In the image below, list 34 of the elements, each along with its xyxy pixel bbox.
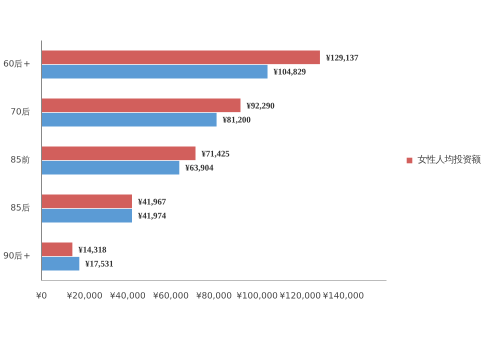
data-label: ¥92,290 bbox=[246, 100, 275, 110]
bar bbox=[42, 242, 72, 256]
x-tick-label: ¥100,000 bbox=[236, 292, 278, 302]
y-tick-label: 85后 bbox=[10, 202, 30, 214]
y-tick-label: 90后+ bbox=[3, 250, 31, 262]
data-label: ¥81,200 bbox=[222, 114, 251, 125]
data-label: ¥41,974 bbox=[138, 210, 167, 221]
y-tick-label: 70后 bbox=[10, 106, 30, 118]
data-label: ¥63,904 bbox=[185, 162, 214, 173]
data-label: ¥71,425 bbox=[202, 148, 230, 158]
bar bbox=[42, 208, 132, 223]
x-tick-label: ¥60,000 bbox=[152, 292, 189, 302]
data-label: ¥104,829 bbox=[274, 66, 307, 77]
bar bbox=[42, 146, 196, 160]
bar bbox=[42, 98, 240, 112]
bar bbox=[42, 256, 80, 271]
bar bbox=[42, 112, 217, 127]
bar bbox=[42, 160, 180, 175]
x-tick-label: ¥40,000 bbox=[110, 292, 146, 302]
data-label: ¥17,531 bbox=[85, 258, 114, 269]
y-tick-label: 85前 bbox=[10, 154, 30, 166]
data-label: ¥41,967 bbox=[138, 196, 167, 206]
x-tick-label: ¥120,000 bbox=[280, 292, 321, 302]
y-tick-label: 60后+ bbox=[3, 58, 31, 70]
bar bbox=[42, 64, 268, 79]
bar bbox=[42, 50, 320, 64]
data-label: ¥14,318 bbox=[78, 244, 108, 254]
bar bbox=[42, 194, 132, 208]
x-tick-label: ¥20,000 bbox=[66, 292, 103, 302]
data-label: ¥129,137 bbox=[326, 52, 360, 62]
legend-label: 女性人均投资额 bbox=[418, 154, 480, 166]
x-tick-label: ¥0 bbox=[36, 292, 48, 302]
x-tick-label: ¥80,000 bbox=[196, 292, 232, 302]
x-tick-label: ¥140,000 bbox=[322, 292, 364, 302]
